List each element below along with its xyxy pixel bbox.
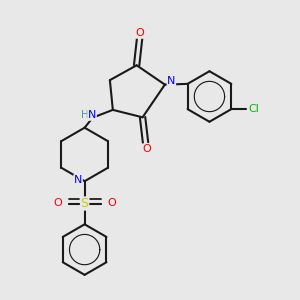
Text: O: O	[53, 199, 62, 208]
Text: Cl: Cl	[249, 104, 260, 114]
Text: S: S	[81, 197, 88, 210]
Text: O: O	[107, 199, 116, 208]
Text: O: O	[143, 144, 152, 154]
Text: O: O	[135, 28, 144, 38]
Text: N: N	[74, 175, 82, 185]
Text: H: H	[81, 110, 88, 120]
Text: N: N	[88, 110, 96, 120]
Text: N: N	[167, 76, 176, 86]
